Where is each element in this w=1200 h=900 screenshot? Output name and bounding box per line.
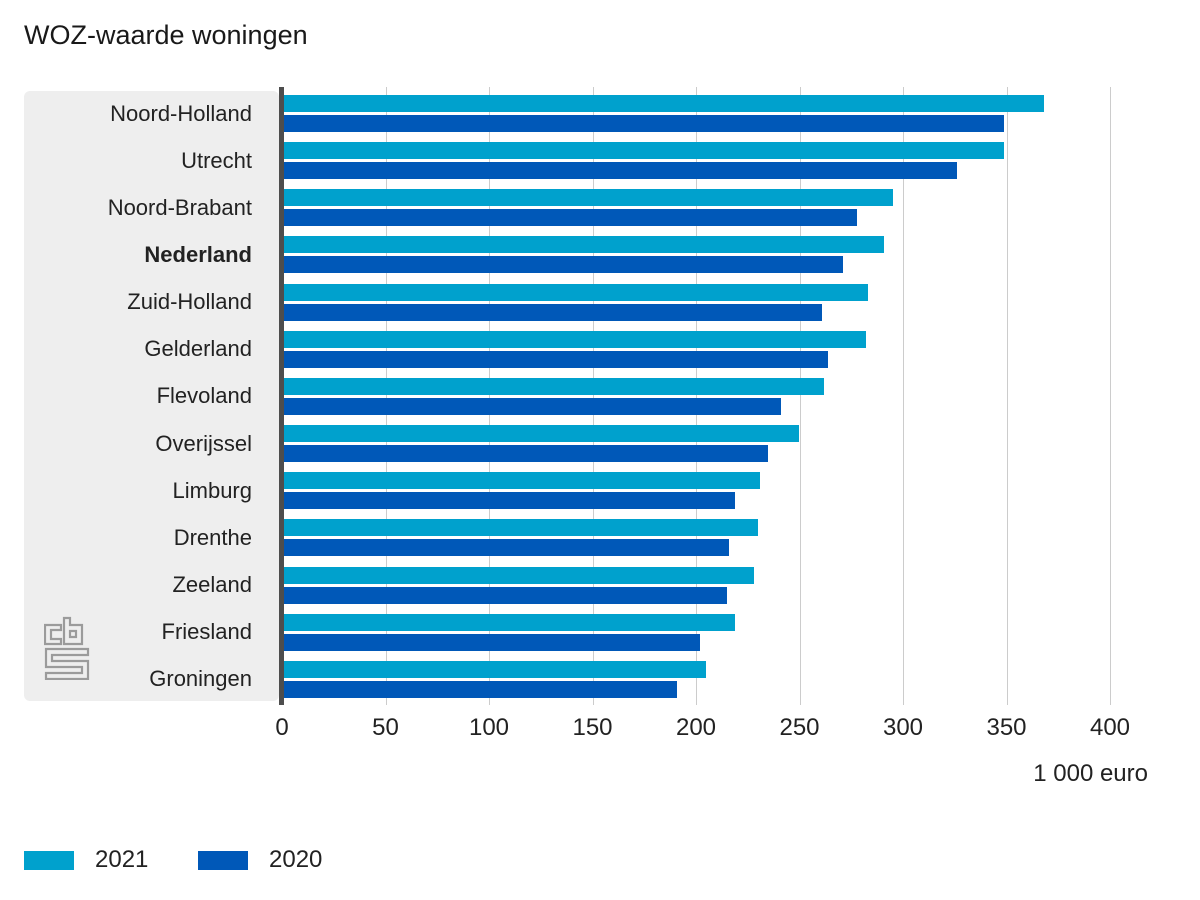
bar-2020-noord-brabant[interactable] <box>284 209 858 227</box>
category-labels: Noord-Holland Utrecht Noord-Brabant Nederla… <box>24 95 252 698</box>
bar-2020-limburg[interactable] <box>284 492 736 510</box>
category-label-noord-holland: Noord-Holland <box>110 100 252 126</box>
bar-2021-groningen[interactable] <box>284 660 707 678</box>
legend-item-2020[interactable]: 2020 <box>198 846 322 874</box>
category-label-utrecht: Utrecht <box>181 147 252 173</box>
category-label-drenthe: Drenthe <box>173 524 252 550</box>
bar-2021-flevoland[interactable] <box>284 377 825 395</box>
legend: 2021 2020 <box>0 846 1200 874</box>
x-tick-350: 350 <box>986 714 1027 741</box>
x-tick-400: 400 <box>1089 714 1131 741</box>
bar-2020-overijssel[interactable] <box>284 445 769 463</box>
bar-row-noord-holland <box>284 95 1164 132</box>
bar-2021-noord-brabant[interactable] <box>284 189 893 207</box>
category-label-flevoland: Flevoland <box>156 383 252 409</box>
x-axis-tick-labels: 0 50 100 150 200 250 300 350 400 <box>0 713 1200 743</box>
bar-row-utrecht <box>284 142 1164 180</box>
x-tick-250: 250 <box>779 714 820 741</box>
x-tick-150: 150 <box>572 714 613 741</box>
legend-item-2021[interactable]: 2021 <box>24 846 148 874</box>
gridline-300 <box>903 87 904 705</box>
bar-2021-gelderland[interactable] <box>284 330 866 348</box>
bar-row-gelderland <box>284 330 1164 368</box>
x-tick-200: 200 <box>675 714 717 741</box>
bar-2021-zuid-holland[interactable] <box>284 283 868 301</box>
bar-row-friesland <box>284 613 1164 651</box>
gridline-50 <box>385 87 387 705</box>
bar-2020-zeeland[interactable] <box>284 586 727 604</box>
bar-2021-noord-holland[interactable] <box>284 95 1044 112</box>
x-axis-unit-label: 1 000 euro <box>1033 760 1148 787</box>
x-tick-50: 50 <box>372 714 399 741</box>
legend-label-2021: 2021 <box>95 846 149 873</box>
bar-row-zeeland <box>284 566 1164 604</box>
gridline-350 <box>1006 87 1008 705</box>
category-label-zuid-holland: Zuid-Holland <box>127 289 252 315</box>
bar-row-limburg <box>284 472 1164 510</box>
legend-label-2020: 2020 <box>269 846 323 873</box>
gridline-200 <box>696 87 697 705</box>
bar-row-groningen <box>284 660 1164 698</box>
bar-2020-drenthe[interactable] <box>284 539 730 557</box>
category-label-zeeland: Zeeland <box>172 572 252 598</box>
x-tick-300: 300 <box>882 714 924 741</box>
bar-2021-limburg[interactable] <box>284 472 761 490</box>
bar-2021-utrecht[interactable] <box>284 142 1005 160</box>
bar-row-overijssel <box>284 425 1164 463</box>
category-label-gelderland: Gelderland <box>144 336 252 362</box>
gridline-100 <box>489 87 490 705</box>
category-label-friesland: Friesland <box>161 619 252 645</box>
category-label-groningen: Groningen <box>149 666 252 692</box>
x-tick-100: 100 <box>468 714 510 741</box>
bar-row-nederland <box>284 236 1164 274</box>
bar-2020-noord-holland[interactable] <box>284 115 1005 132</box>
category-label-noord-brabant: Noord-Brabant <box>107 194 252 220</box>
y-axis-line <box>279 87 284 705</box>
bar-rows <box>284 95 1164 698</box>
bar-2020-flevoland[interactable] <box>284 397 781 415</box>
bar-2020-friesland[interactable] <box>284 633 701 651</box>
legend-swatch-2021[interactable] <box>24 850 74 870</box>
gridline-250 <box>799 87 801 705</box>
legend-swatch-2020[interactable] <box>198 850 248 870</box>
bar-2021-overijssel[interactable] <box>284 425 800 443</box>
bar-2020-gelderland[interactable] <box>284 350 829 368</box>
bar-row-drenthe <box>284 519 1164 557</box>
bar-2021-zeeland[interactable] <box>284 566 754 584</box>
bar-row-noord-brabant <box>284 189 1164 227</box>
gridline-400 <box>1110 87 1111 705</box>
gridline-150 <box>592 87 594 705</box>
bar-2020-nederland[interactable] <box>284 256 843 274</box>
bar-2020-groningen[interactable] <box>284 680 678 698</box>
bar-2021-friesland[interactable] <box>284 613 736 631</box>
bar-row-zuid-holland <box>284 283 1164 321</box>
x-tick-0: 0 <box>275 714 289 741</box>
bar-2021-nederland[interactable] <box>284 236 885 254</box>
chart-title: WOZ-waarde woningen <box>24 20 308 50</box>
cbs-logo-icon <box>44 616 90 680</box>
category-label-nederland: Nederland <box>144 241 252 267</box>
category-label-panel <box>24 91 279 701</box>
category-label-limburg: Limburg <box>172 477 252 503</box>
bar-row-flevoland <box>284 377 1164 415</box>
plot-area <box>284 87 1184 705</box>
bar-2021-drenthe[interactable] <box>284 519 759 537</box>
category-label-overijssel: Overijssel <box>155 430 252 456</box>
bar-2020-utrecht[interactable] <box>284 162 957 180</box>
bar-2020-zuid-holland[interactable] <box>284 303 823 321</box>
